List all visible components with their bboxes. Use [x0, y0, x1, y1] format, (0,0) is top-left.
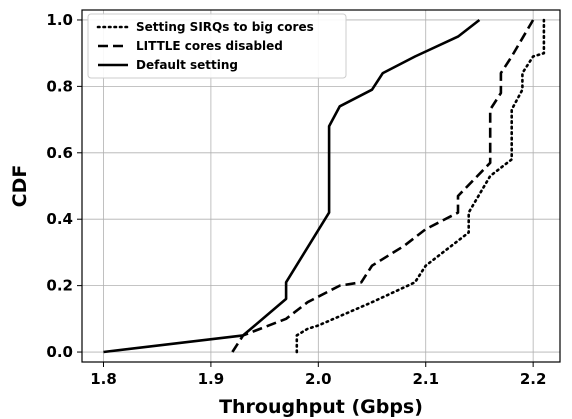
y-tick-label: 0.2	[46, 277, 73, 295]
x-tick-label: 1.9	[198, 370, 225, 388]
x-axis-title: Throughput (Gbps)	[219, 396, 423, 418]
legend: Setting SIRQs to big cores LITTLE cores d…	[87, 13, 347, 79]
x-tick-label: 2.0	[305, 370, 332, 388]
x-tick-label: 2.2	[520, 370, 547, 388]
y-axis-title: CDF	[9, 165, 31, 208]
legend-entry: Setting SIRQs to big cores	[136, 20, 314, 34]
x-tick-label: 2.1	[412, 370, 439, 388]
series-line-1	[231, 19, 535, 353]
series-line-2	[103, 18, 481, 354]
series-lines	[103, 18, 546, 354]
y-tick-label: 0.8	[46, 77, 73, 95]
x-tick-label: 1.8	[90, 370, 117, 388]
plot-frame	[81, 9, 561, 363]
y-tick-label: 0.6	[46, 144, 73, 162]
legend-entry: Default setting	[136, 58, 238, 72]
y-tick-label: 0.0	[46, 343, 73, 361]
y-tick-label: 0.4	[46, 210, 73, 228]
tick-labels: 1.8 1.9 2.0 2.1 2.2 0.0 0.2 0.4 0.6 0.8 1.0	[46, 11, 546, 388]
legend-box	[87, 13, 347, 79]
legend-entry: LITTLE cores disabled	[136, 39, 283, 53]
y-tick-label: 1.0	[46, 11, 73, 29]
